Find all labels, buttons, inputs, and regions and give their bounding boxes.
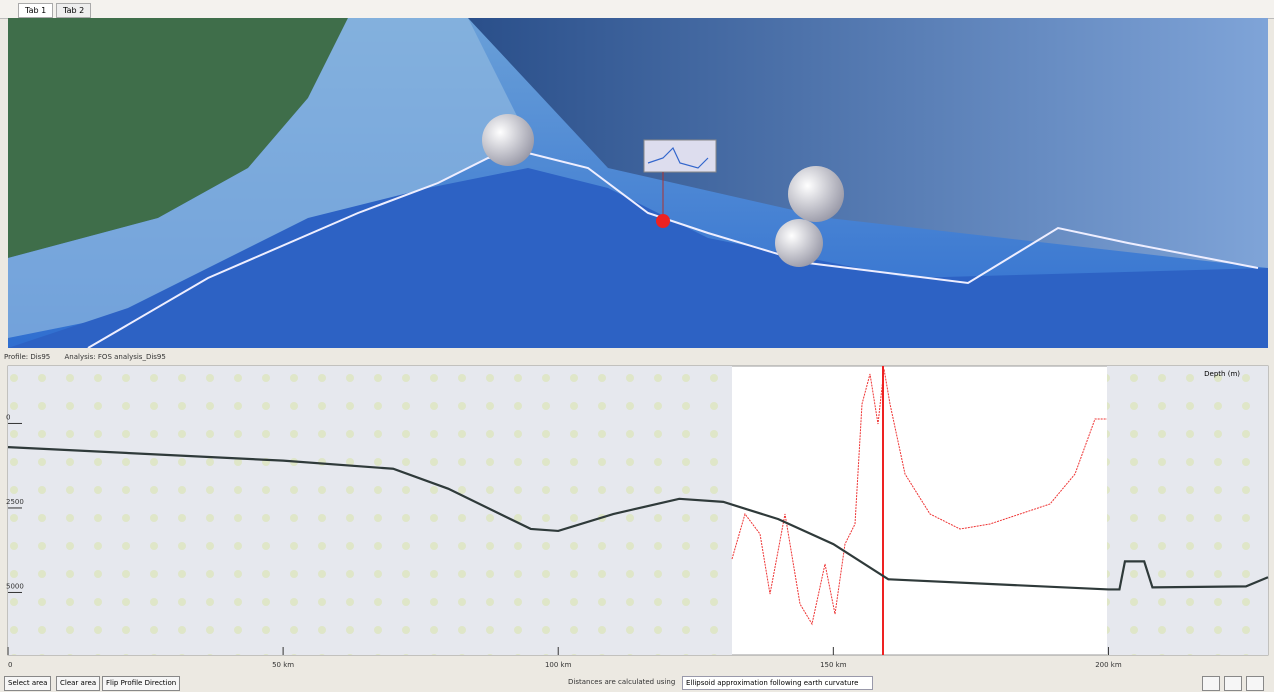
3d-view[interactable]	[8, 18, 1268, 348]
y-tick-label: 0	[6, 413, 10, 421]
shaded-region	[8, 366, 732, 655]
profile-chart: Depth (m) 0 2500 5000 0 50 km 100 km 150 km 200…	[0, 364, 1274, 674]
icon-button[interactable]	[1224, 676, 1242, 691]
x-tick-label: 0	[8, 661, 12, 669]
app-window: Tab 1 Tab 2 Profile: Dis95 Analysis: FOS…	[0, 0, 1274, 692]
x-tick-label: 100 km	[545, 661, 572, 669]
distance-method-dropdown[interactable]: Ellipsoid approximation following earth …	[682, 676, 873, 690]
analysis-name: Analysis: FOS analysis_Dis95	[64, 353, 165, 361]
tab[interactable]: Tab 1	[18, 3, 53, 18]
shaded-region	[1107, 366, 1268, 655]
y-axis-label: Depth (m)	[1204, 370, 1240, 378]
button[interactable]: Flip Profile Direction	[102, 676, 180, 691]
y-tick-label: 5000	[6, 582, 24, 590]
y-tick-label: 2500	[6, 498, 24, 506]
icon-button[interactable]	[1202, 676, 1220, 691]
x-tick-label: 150 km	[820, 661, 847, 669]
distance-note: Distances are calculated using	[568, 678, 675, 686]
tab-bar: Tab 1 Tab 2	[0, 0, 1274, 19]
bottom-toolbar: Select area Clear area Flip Profile Dire…	[0, 674, 1274, 692]
button[interactable]: Clear area	[56, 676, 100, 691]
profile-header: Profile: Dis95 Analysis: FOS analysis_Di…	[0, 350, 1274, 364]
button[interactable]: Select area	[4, 676, 51, 691]
x-tick-label: 50 km	[272, 661, 294, 669]
profile-name: Profile: Dis95	[4, 353, 50, 361]
icon-button[interactable]	[1246, 676, 1264, 691]
x-tick-label: 200 km	[1095, 661, 1122, 669]
tab[interactable]: Tab 2	[56, 3, 91, 18]
